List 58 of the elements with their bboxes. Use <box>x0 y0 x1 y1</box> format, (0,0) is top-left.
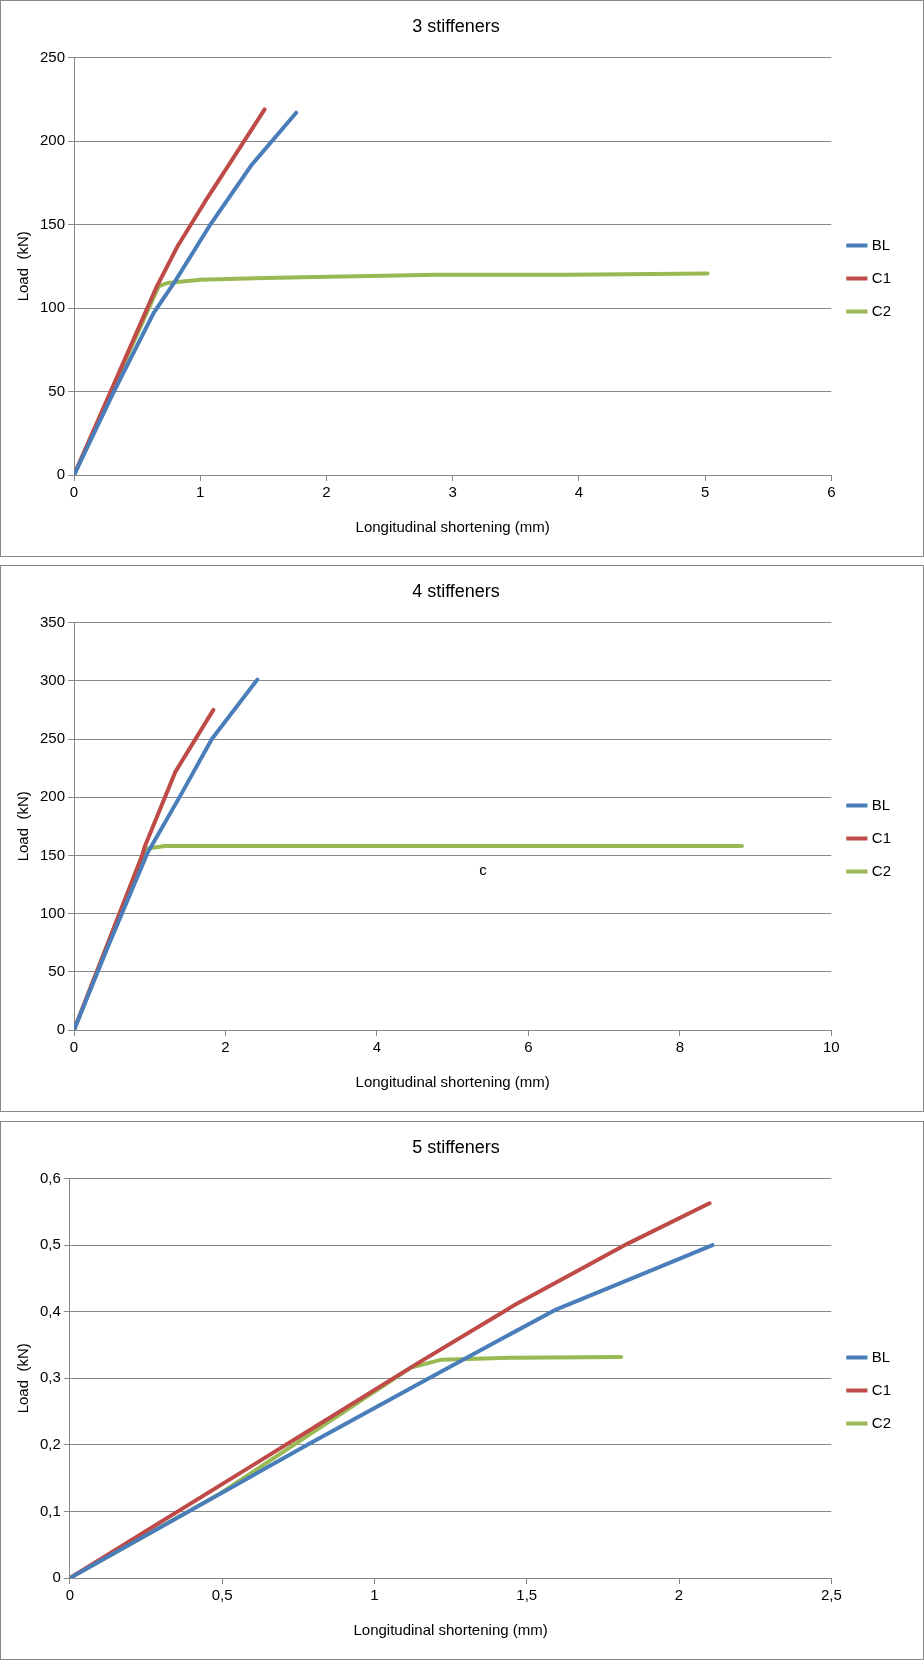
x-axis-title: Longitudinal shortening (mm) <box>355 1073 550 1091</box>
legend-label: BL <box>871 795 891 813</box>
chart-title: 3 stiffeners <box>412 15 500 36</box>
y-tick-label: 0,2 <box>39 1435 61 1453</box>
y-tick-label: 0 <box>52 1568 61 1586</box>
x-tick-label: 2,5 <box>820 1586 842 1604</box>
legend-label: C2 <box>871 1413 892 1431</box>
annotation: c <box>479 861 488 879</box>
legend-label: BL <box>871 235 891 253</box>
y-tick-label: 0,5 <box>39 1235 61 1253</box>
legend-label: C1 <box>871 268 892 286</box>
y-tick-label: 0 <box>56 465 66 483</box>
x-tick-label: 2 <box>221 1038 230 1056</box>
x-axis-title: Longitudinal shortening (mm) <box>353 1621 548 1639</box>
y-axis-title: Load (kN) <box>14 791 32 862</box>
y-tick-label: 200 <box>40 131 66 149</box>
x-tick-label: 0 <box>69 1038 79 1056</box>
legend-label: C1 <box>871 1380 892 1398</box>
y-tick-label: 200 <box>40 787 66 805</box>
x-tick-label: 3 <box>448 483 457 501</box>
y-tick-label: 350 <box>40 612 66 630</box>
legend-label: C2 <box>871 861 892 879</box>
x-tick-label: 8 <box>675 1038 685 1056</box>
legend-label: C2 <box>871 301 892 319</box>
x-tick-label: 6 <box>524 1038 533 1056</box>
y-tick-label: 150 <box>40 214 66 232</box>
x-tick-label: 5 <box>700 483 710 501</box>
y-tick-label: 0,6 <box>39 1168 61 1186</box>
chart-title: 5 stiffeners <box>412 1136 500 1157</box>
x-tick-label: 1 <box>370 1586 379 1604</box>
x-tick-label: 0,5 <box>211 1586 233 1604</box>
x-tick-label: 6 <box>827 483 836 501</box>
x-tick-label: 4 <box>574 483 584 501</box>
y-tick-label: 100 <box>40 903 66 921</box>
y-axis-title: Load (kN) <box>14 231 32 302</box>
y-tick-label: 0,1 <box>39 1501 61 1519</box>
x-tick-label: 10 <box>822 1038 840 1056</box>
x-tick-label: 2 <box>674 1586 684 1604</box>
legend-label: BL <box>871 1347 891 1365</box>
x-axis-title: Longitudinal shortening (mm) <box>355 518 550 536</box>
y-tick-label: 150 <box>40 845 66 863</box>
y-tick-label: 50 <box>48 961 66 979</box>
legend-label: C1 <box>871 828 892 846</box>
y-tick-label: 50 <box>48 381 66 399</box>
x-tick-label: 1 <box>196 483 205 501</box>
y-tick-label: 250 <box>40 47 66 65</box>
x-tick-label: 4 <box>372 1038 382 1056</box>
chart-title: 4 stiffeners <box>412 580 500 601</box>
y-tick-label: 0,3 <box>39 1368 61 1386</box>
x-tick-label: 0 <box>69 483 79 501</box>
x-tick-label: 2 <box>322 483 331 501</box>
y-tick-label: 100 <box>40 298 66 316</box>
y-tick-label: 250 <box>40 729 66 747</box>
x-tick-label: 1,5 <box>516 1586 538 1604</box>
y-tick-label: 300 <box>40 670 66 688</box>
y-tick-label: 0,4 <box>39 1301 61 1319</box>
y-tick-label: 0 <box>56 1020 66 1038</box>
y-axis-title: Load (kN) <box>14 1343 32 1414</box>
